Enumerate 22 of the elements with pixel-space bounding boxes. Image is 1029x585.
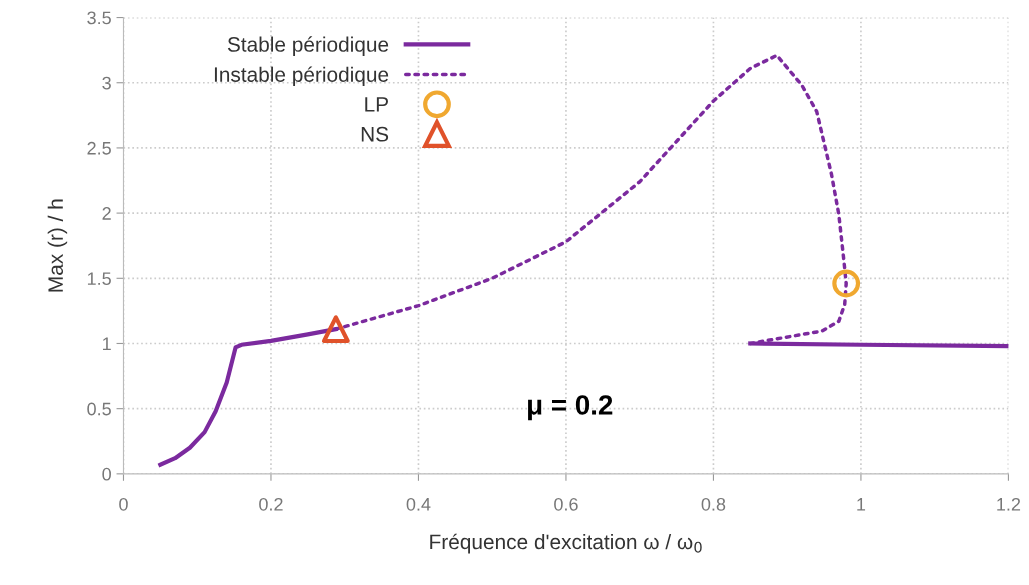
x-tick-label: 1.2 bbox=[997, 497, 1021, 511]
legend-label: Stable périodique bbox=[227, 36, 389, 56]
y-tick-label: 0 bbox=[102, 467, 111, 481]
legend-label: LP bbox=[365, 97, 388, 112]
x-tick-label: 0 bbox=[119, 497, 128, 511]
x-tick-label: 0.8 bbox=[701, 497, 726, 511]
x-tick-label: 1 bbox=[857, 498, 866, 511]
y-tick-label: 0.5 bbox=[87, 402, 111, 416]
x-axis-title: Fréquence d'excitation ω / ω$_{0}$ bbox=[430, 533, 702, 554]
y-tick-label: 1.5 bbox=[87, 272, 111, 286]
x-tick-label: 0.2 bbox=[259, 497, 283, 511]
y-tick-label: 1 bbox=[103, 337, 111, 351]
legend-label: NS bbox=[361, 126, 389, 142]
y-tick-label: 2 bbox=[102, 207, 111, 220]
y-tick-label: 3 bbox=[102, 76, 111, 90]
x-tick-label: 0.4 bbox=[406, 497, 431, 511]
x-tick-label: 0.6 bbox=[554, 497, 578, 511]
y-axis-title: Max (r) / h bbox=[47, 199, 68, 292]
y-tick-label: 2.5 bbox=[87, 141, 111, 155]
y-tick-label: 3.5 bbox=[87, 11, 111, 25]
legend-label: Instable périodique bbox=[214, 66, 389, 87]
annotation: μ = 0.2 bbox=[528, 395, 613, 421]
